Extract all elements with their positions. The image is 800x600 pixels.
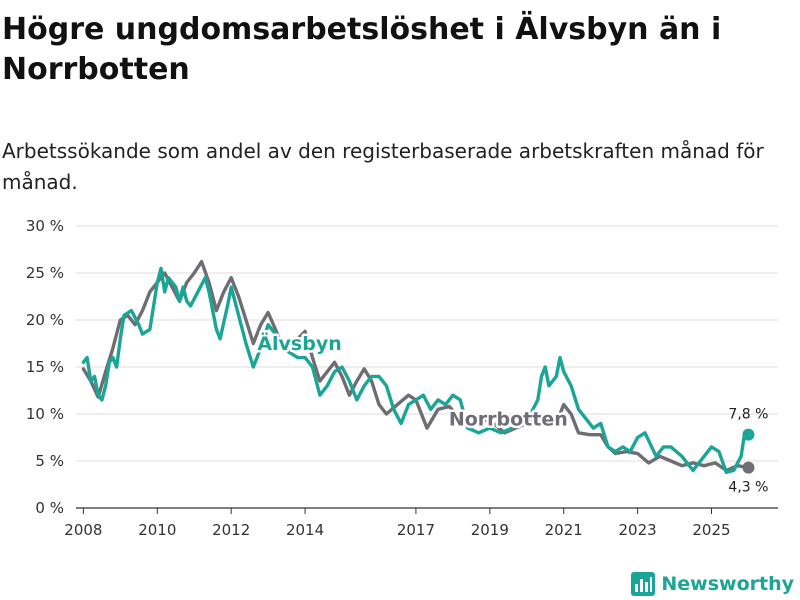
chart-title: Högre ungdomsarbetslöshet i Älvsbyn än i…: [2, 12, 722, 87]
bar-chart-logo-icon: [631, 572, 656, 596]
y-tick-label: 15 %: [26, 358, 64, 376]
x-tick-label: 2012: [212, 521, 250, 539]
norrbotten-end-value: 4,3 %: [728, 480, 768, 496]
x-tick-label: 2010: [138, 521, 176, 539]
x-tick-label: 2014: [286, 521, 324, 539]
chart-subtitle: Arbetssökande som andel av den registerb…: [2, 139, 764, 194]
alvsbyn-series-label: Älvsbyn: [257, 331, 341, 355]
x-tick-label: 2025: [692, 521, 730, 539]
brand-name: Newsworthy: [661, 573, 794, 595]
y-tick-label: 10 %: [26, 405, 64, 423]
x-tick-label: 2008: [64, 521, 102, 539]
y-tick-label: 0 %: [35, 499, 64, 517]
alvsbyn-line: [81, 266, 751, 474]
x-tick-label: 2017: [397, 521, 435, 539]
y-tick-label: 20 %: [26, 311, 64, 329]
y-tick-label: 25 %: [26, 264, 64, 282]
line-chart: 0 % 5 % 10 % 15 % 20 % 25 % 30 % 2008 2010 2012 20…: [26, 217, 778, 539]
x-tick-label: 2019: [471, 521, 509, 539]
alvsbyn-end-marker: [742, 428, 755, 441]
norrbotten-series-label: Norrbotten: [449, 408, 568, 430]
y-tick-label: 5 %: [35, 452, 64, 470]
alvsbyn-end-value: 7,8 %: [728, 407, 768, 423]
x-tick-label: 2023: [619, 521, 657, 539]
x-tick-label: 2021: [545, 521, 583, 539]
y-tick-label: 30 %: [26, 217, 64, 235]
norrbotten-end-marker: [742, 461, 755, 474]
brand-logo: Newsworthy: [631, 572, 794, 596]
